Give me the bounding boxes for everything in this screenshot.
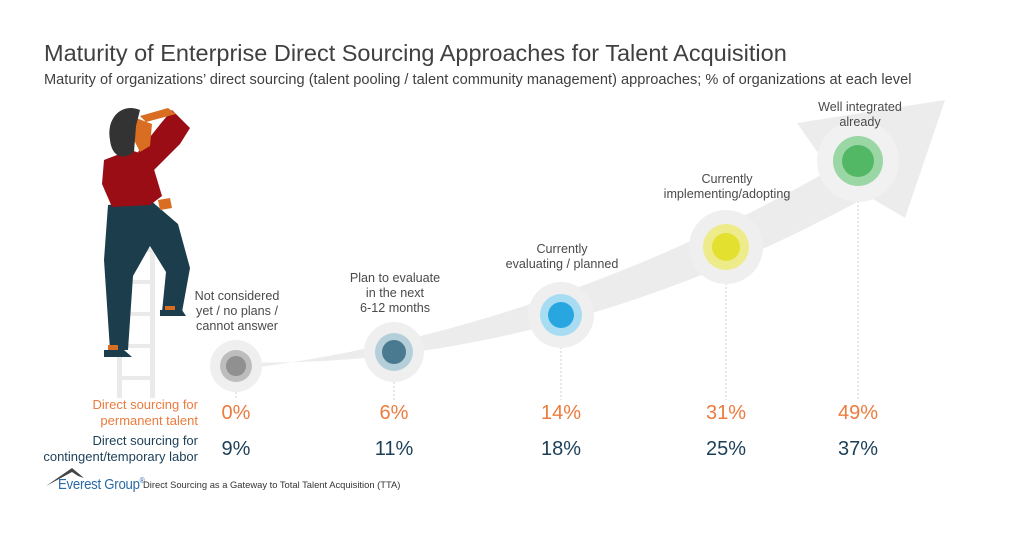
page-subtitle: Maturity of organizations’ direct sourci… <box>44 72 912 88</box>
page-title: Maturity of Enterprise Direct Sourcing A… <box>44 40 787 66</box>
stage-node-3 <box>528 282 594 348</box>
stage-label-1: Not considered yet / no plans / cannot a… <box>194 289 280 333</box>
permanent-value-2: 6% <box>379 402 409 424</box>
person-on-ladder-illustration <box>102 108 190 398</box>
permanent-value-3: 14% <box>540 402 582 424</box>
contingent-value-3: 18% <box>540 438 582 460</box>
stage-label-3: Currently evaluating / planned <box>505 242 619 271</box>
permanent-value-1: 0% <box>221 402 251 424</box>
contingent-value-5: 37% <box>837 438 879 460</box>
contingent-value-4: 25% <box>705 438 747 460</box>
permanent-value-5: 49% <box>837 402 879 424</box>
stage-node-5 <box>817 120 899 202</box>
contingent-value-2: 11% <box>374 438 414 460</box>
stage-node-1 <box>210 340 262 392</box>
row-label-contingent: Direct sourcing for contingent/temporary… <box>43 433 198 464</box>
permanent-value-4: 31% <box>705 402 747 424</box>
row-label-permanent: Direct sourcing for permanent talent <box>92 397 198 428</box>
brand-logo: Everest Group® <box>58 476 145 493</box>
stage-label-2: Plan to evaluate in the next 6-12 months <box>349 271 441 315</box>
stage-label-5: Well integrated already <box>818 100 902 129</box>
everest-logo-icon <box>46 468 84 486</box>
stage-label-4: Currently implementing/adopting <box>663 172 791 201</box>
stage-node-2 <box>364 322 424 382</box>
source-caption: Direct Sourcing as a Gateway to Total Ta… <box>143 479 401 490</box>
contingent-value-1: 9% <box>221 438 251 460</box>
stage-node-4 <box>689 210 763 284</box>
